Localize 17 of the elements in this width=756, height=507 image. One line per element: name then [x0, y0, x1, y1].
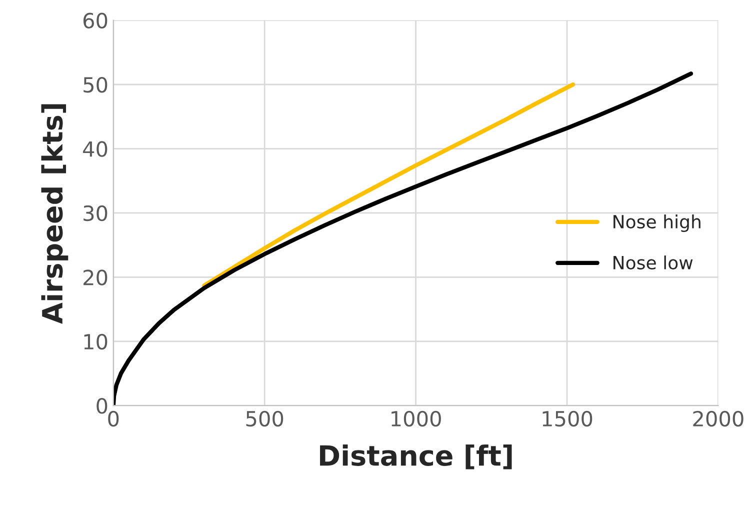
- x-tick-label: 1000: [392, 410, 441, 427]
- line-series: [202, 82, 576, 288]
- legend-label: Nose low: [614, 256, 693, 270]
- y-tick-label: 10: [84, 334, 108, 350]
- y-tick-label: 20: [84, 270, 108, 286]
- legend-label: Nose high: [614, 214, 700, 232]
- x-tick-label: 500: [246, 410, 284, 427]
- y-tick-label: 30: [84, 205, 108, 222]
- x-tick-label: 1500: [542, 410, 592, 427]
- x-tick-label: 0: [108, 410, 119, 427]
- y-tick-label: 50: [84, 76, 108, 93]
- y-tick-label: 60: [83, 12, 108, 28]
- y-axis-title: Airspeed [kts]: [41, 104, 68, 324]
- y-tick-label: 40: [83, 141, 108, 157]
- x-axis-title: Distance [ft]: [320, 444, 512, 470]
- x-tick-label: 2000: [693, 410, 744, 427]
- y-tick-label: 0: [96, 398, 108, 414]
